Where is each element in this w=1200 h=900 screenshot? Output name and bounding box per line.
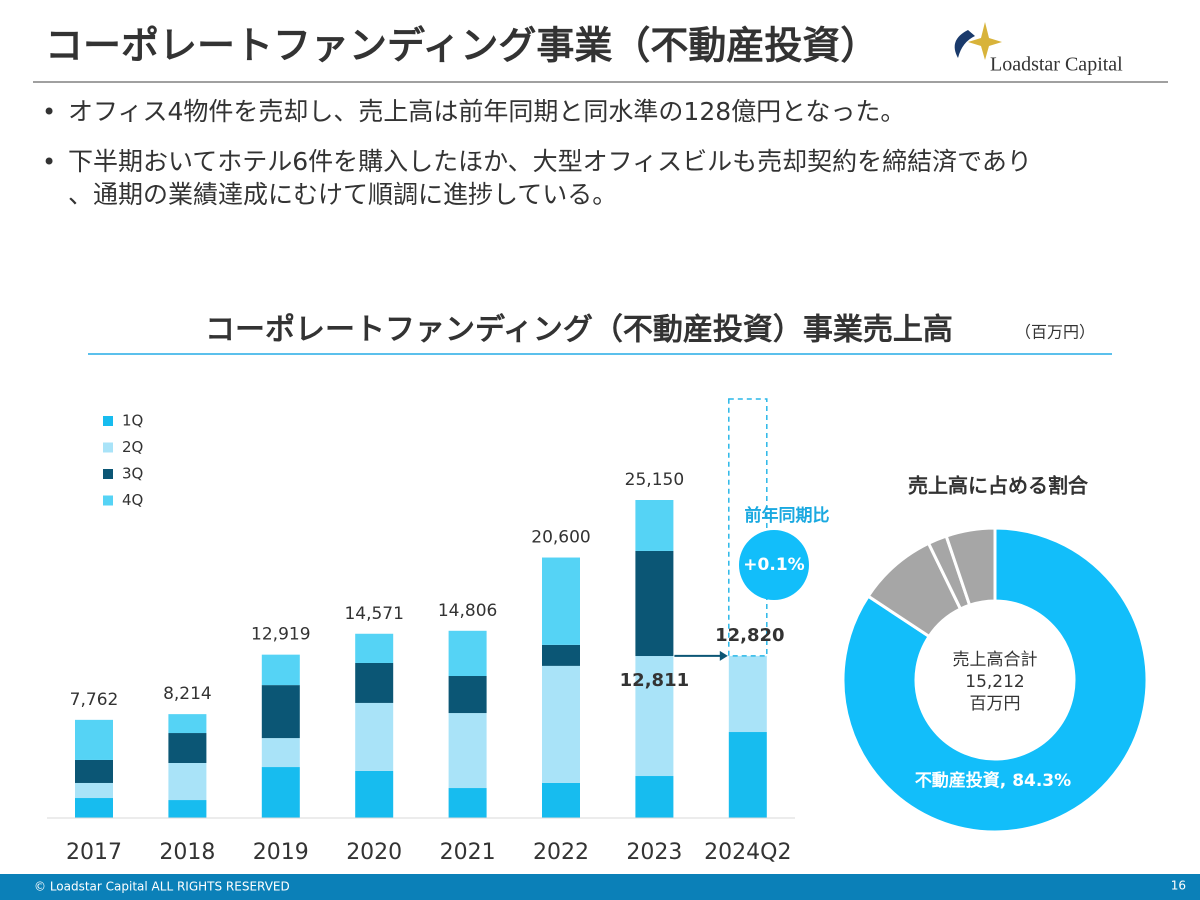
legend-swatch: [103, 416, 113, 426]
total-label: 7,762: [70, 690, 119, 710]
bullet-dot: •: [42, 148, 56, 176]
bar-segment: [261, 685, 300, 739]
bar-segment: [635, 500, 674, 551]
bar-segment: [168, 733, 207, 763]
bar-segment: [635, 656, 674, 777]
legend-swatch: [103, 469, 113, 479]
x-tick-label: 2018: [159, 840, 215, 865]
bar-segment: [542, 557, 580, 645]
bar-segment: [448, 676, 487, 714]
bar-segment: [261, 738, 300, 768]
h1-label: 12,811: [620, 670, 689, 691]
bar-segment: [448, 788, 487, 818]
slide-title: コーポレートファンディング事業（不動産投資）: [45, 24, 878, 68]
bullet-text: 下半期おいてホテル6件を購入したほか、大型オフィスビルも売却契約を締結済であり、…: [68, 147, 1032, 209]
bar-segment: [448, 630, 487, 677]
donut-title: 売上高に占める割合: [908, 474, 1089, 498]
slice-label: 不動産投資, 84.3%: [915, 770, 1071, 791]
bar-segment: [355, 770, 394, 818]
total-label: 14,806: [438, 601, 497, 621]
legend-label: 4Q: [122, 491, 143, 509]
arrow-head: [719, 650, 728, 661]
legend-label: 3Q: [122, 465, 143, 483]
x-tick-label: 2017: [66, 840, 122, 865]
h1-label: 12,820: [715, 625, 784, 646]
bar-segment: [355, 662, 394, 703]
bar-segment: [635, 776, 674, 818]
bar-segment: [168, 762, 207, 801]
bar-segment: [75, 719, 113, 760]
x-tick-label: 2022: [533, 840, 589, 865]
bar-segment: [728, 655, 767, 733]
bar-segment: [635, 550, 674, 657]
total-label: 25,150: [625, 470, 684, 490]
bar-segment: [728, 732, 767, 818]
page-number: 16: [1171, 879, 1186, 893]
bar-segment: [261, 767, 300, 818]
copyright: © Loadstar Capital ALL RIGHTS RESERVED: [34, 880, 290, 894]
bar-segment: [75, 798, 113, 818]
center-label: 百万円: [970, 694, 1021, 714]
yoy-value: +0.1%: [743, 555, 804, 575]
x-tick-label: 2019: [253, 840, 309, 865]
logo-text: Loadstar Capital: [990, 54, 1123, 76]
total-label: 12,919: [251, 625, 310, 645]
x-tick-label: 2023: [626, 840, 682, 865]
legend-label: 1Q: [122, 412, 143, 430]
bar-segment: [168, 714, 207, 734]
center-label: 15,212: [965, 672, 1024, 692]
bullet-dot: •: [42, 98, 56, 126]
bar-segment: [261, 654, 300, 686]
bar-segment: [355, 702, 394, 771]
bar-segment: [448, 713, 487, 789]
bullet-text: オフィス4物件を売却し、売上高は前年同期と同水準の128億円となった。: [68, 97, 905, 126]
yoy-title: 前年同期比: [745, 505, 830, 526]
x-tick-label: 2024Q2: [704, 840, 791, 865]
bar-segment: [75, 782, 113, 799]
total-label: 8,214: [163, 684, 212, 704]
x-tick-label: 2020: [346, 840, 402, 865]
legend-label: 2Q: [122, 438, 143, 456]
chart-title: コーポレートファンディング（不動産投資）事業売上高: [205, 313, 953, 348]
donut-slice: [841, 526, 1149, 834]
chart-unit: （百万円）: [1015, 323, 1095, 342]
bar-segment: [542, 644, 580, 666]
total-label: 20,600: [531, 528, 590, 548]
legend-swatch: [103, 442, 113, 453]
highlight-box: [728, 398, 768, 657]
logo-icon: [954, 22, 1002, 60]
total-label: 14,571: [344, 604, 403, 624]
bar-segment: [75, 759, 113, 783]
bar-segment: [355, 633, 394, 663]
bar-segment: [542, 782, 580, 818]
center-label: 売上高合計: [953, 650, 1038, 670]
x-tick-label: 2021: [440, 840, 496, 865]
bar-segment: [168, 800, 207, 818]
yoy-badge: [739, 530, 809, 600]
bar-segment: [542, 665, 580, 783]
footer-bar: [0, 874, 1200, 900]
legend-swatch: [103, 495, 113, 506]
donut-slice: [944, 526, 997, 608]
